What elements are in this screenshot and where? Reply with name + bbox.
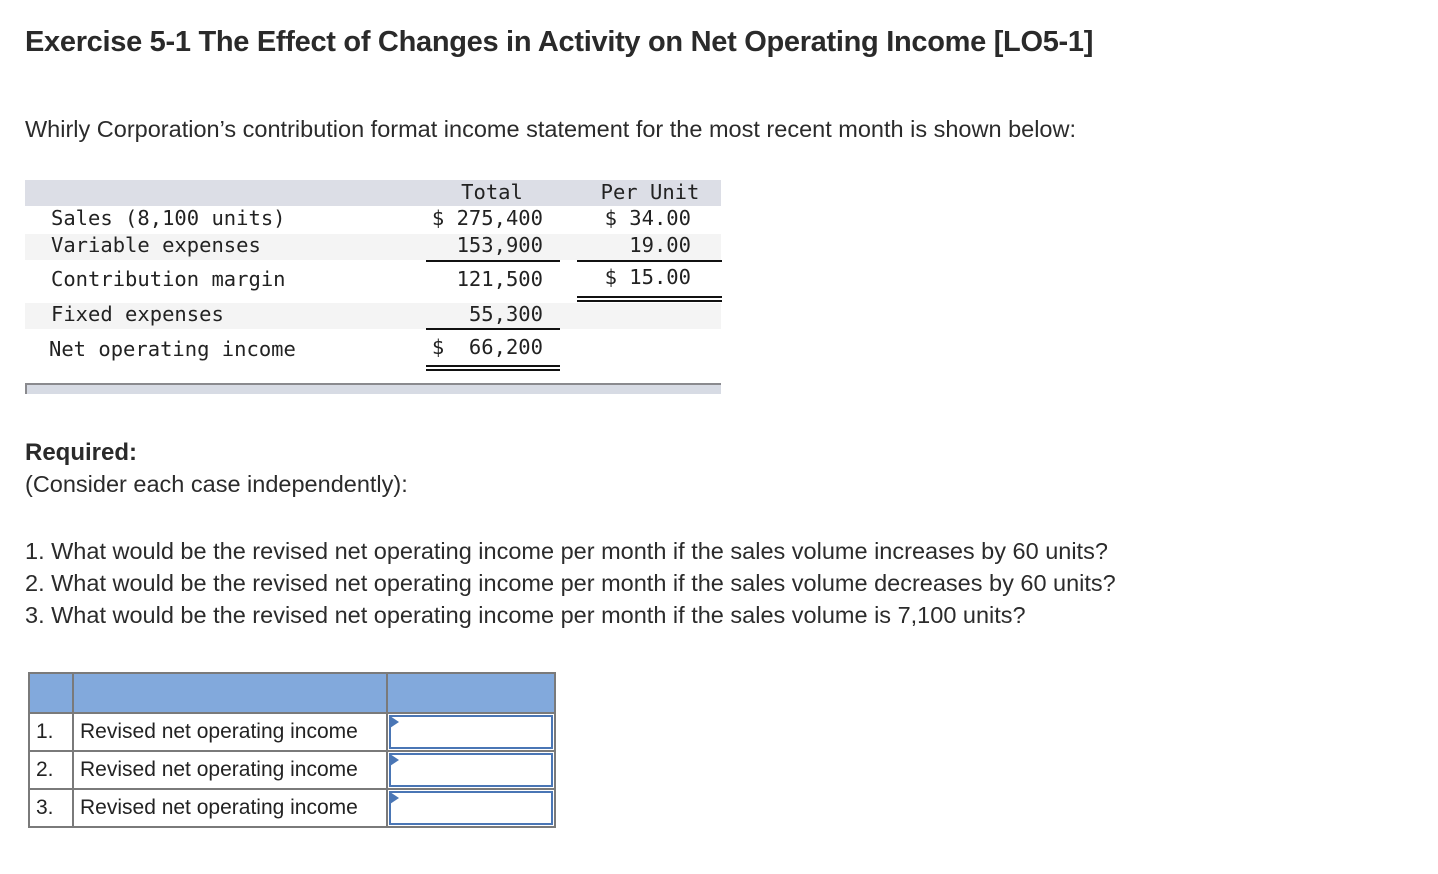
row-label-sales: Sales (8,100 units) [51, 206, 286, 230]
intro-text: Whirly Corporation’s contribution format… [25, 116, 1076, 142]
variable-expenses-total: 153,900 [456, 233, 543, 257]
horizontal-scrollbar[interactable] [25, 383, 721, 394]
question-3: 3. What would be the revised net operati… [25, 602, 1026, 628]
question-list: 1. What would be the revised net operati… [25, 535, 1116, 631]
input-marker-icon [390, 754, 399, 766]
row-label-contribution-margin: Contribution margin [51, 267, 286, 291]
sales-total: $ 275,400 [431, 206, 543, 230]
revised-noi-input-2[interactable] [389, 753, 553, 787]
answer-cell [386, 750, 556, 790]
answer-table: 1. Revised net operating income 2. Revis… [28, 672, 556, 828]
answer-row-label: Revised net operating income [72, 788, 388, 828]
answer-row: 3. Revised net operating income [28, 788, 556, 828]
statement-row-band [25, 303, 721, 329]
header-value-cell [386, 672, 556, 714]
income-statement: Total Per Unit Sales (8,100 units) $ 275… [25, 180, 722, 395]
answer-row: 2. Revised net operating income [28, 750, 556, 790]
header-label-cell [72, 672, 388, 714]
answer-row-number: 2. [28, 750, 74, 790]
input-marker-icon [390, 716, 399, 728]
row-label-net-operating-income: Net operating income [49, 337, 296, 361]
total-double-rule [577, 296, 722, 302]
row-label-variable-expenses: Variable expenses [51, 233, 261, 257]
required-note: (Consider each case independently): [25, 471, 408, 497]
net-operating-income-total: $ 66,200 [431, 335, 543, 359]
answer-row-number: 3. [28, 788, 74, 828]
sales-per-unit: $ 34.00 [604, 206, 691, 230]
total-double-rule [426, 365, 560, 371]
answer-cell [386, 712, 556, 752]
answer-row-label: Revised net operating income [72, 712, 388, 752]
statement-header-band [25, 180, 721, 206]
column-header-total: Total [461, 180, 523, 204]
input-marker-icon [390, 792, 399, 804]
subtotal-rule [426, 260, 560, 262]
exercise-title: Exercise 5-1 The Effect of Changes in Ac… [25, 26, 1094, 58]
column-header-per-unit: Per Unit [600, 180, 700, 204]
fixed-expenses-total: 55,300 [468, 302, 543, 326]
answer-row-number: 1. [28, 712, 74, 752]
revised-noi-input-3[interactable] [389, 791, 553, 825]
subtotal-rule [426, 328, 560, 330]
answer-row: 1. Revised net operating income [28, 712, 556, 752]
answer-table-header [28, 672, 556, 714]
statement-row-band [25, 234, 721, 260]
revised-noi-input-1[interactable] [389, 715, 553, 749]
row-label-fixed-expenses: Fixed expenses [51, 302, 224, 326]
variable-expenses-per-unit: 19.00 [629, 233, 691, 257]
required-heading: Required: [25, 439, 138, 466]
answer-row-label: Revised net operating income [72, 750, 388, 790]
answer-cell [386, 788, 556, 828]
question-2: 2. What would be the revised net operati… [25, 570, 1116, 596]
contribution-margin-per-unit: $ 15.00 [604, 265, 691, 289]
question-1: 1. What would be the revised net operati… [25, 538, 1108, 564]
subtotal-rule [577, 260, 722, 262]
header-num-cell [28, 672, 74, 714]
contribution-margin-total: 121,500 [456, 267, 543, 291]
